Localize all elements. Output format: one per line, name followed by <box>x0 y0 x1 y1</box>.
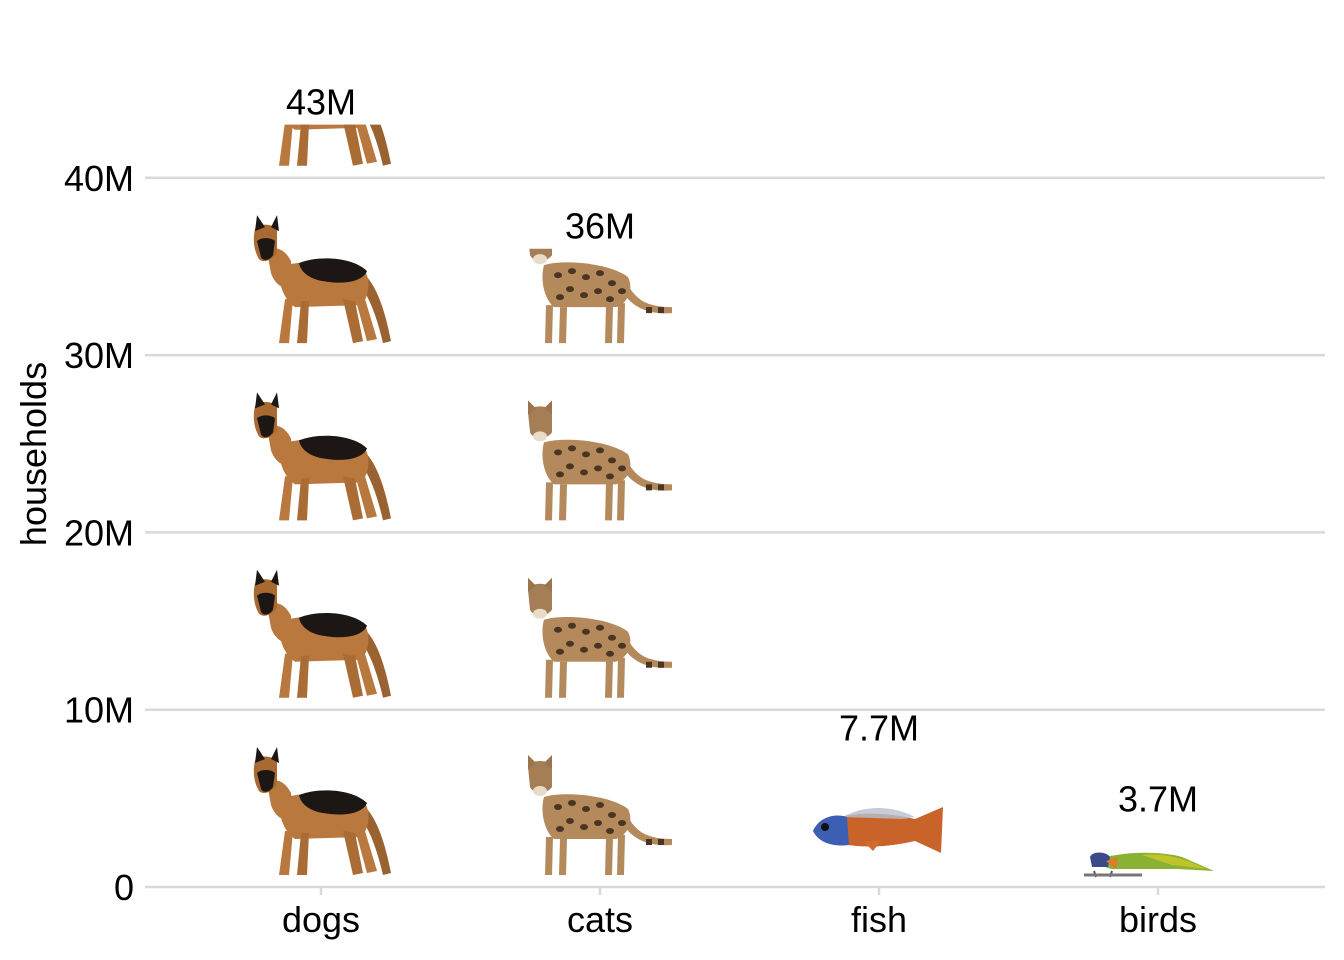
value-label: 36M <box>565 206 635 247</box>
cat-icon <box>529 248 672 344</box>
bar-birds <box>1084 852 1214 878</box>
dog-icon <box>253 392 391 521</box>
bar-fish <box>813 807 943 853</box>
y-tick-label: 0 <box>114 867 134 908</box>
x-axis-tick-labels: dogs cats fish birds <box>282 899 1197 940</box>
x-tick-label: fish <box>851 899 907 940</box>
cat-icon <box>528 755 672 875</box>
dog-icon <box>253 215 391 344</box>
value-label: 7.7M <box>839 707 919 748</box>
fish-icon <box>813 807 943 853</box>
y-tick-label: 20M <box>64 512 134 553</box>
x-tick-label: birds <box>1119 899 1197 940</box>
x-tick-label: cats <box>567 899 633 940</box>
cat-icon <box>528 400 672 521</box>
value-label: 3.7M <box>1118 778 1198 819</box>
icon-bars <box>253 124 1214 878</box>
bar-dogs <box>253 124 391 875</box>
value-labels: 43M 36M 7.7M 3.7M <box>286 82 1198 820</box>
y-axis-title: households <box>13 362 54 546</box>
dog-icon <box>253 747 391 875</box>
gridlines <box>145 176 1325 889</box>
x-axis-ticks <box>319 887 1160 895</box>
y-axis-tick-labels: 0 10M 20M 30M 40M <box>64 158 134 908</box>
cat-icon <box>528 577 672 698</box>
x-tick-label: dogs <box>282 899 360 940</box>
value-label: 43M <box>286 82 356 123</box>
y-tick-label: 30M <box>64 335 134 376</box>
y-tick-label: 10M <box>64 690 134 731</box>
dog-icon <box>279 124 391 166</box>
bar-cats <box>528 248 672 875</box>
y-tick-label: 40M <box>64 158 134 199</box>
dog-icon <box>253 569 391 698</box>
bird-icon <box>1084 852 1214 878</box>
